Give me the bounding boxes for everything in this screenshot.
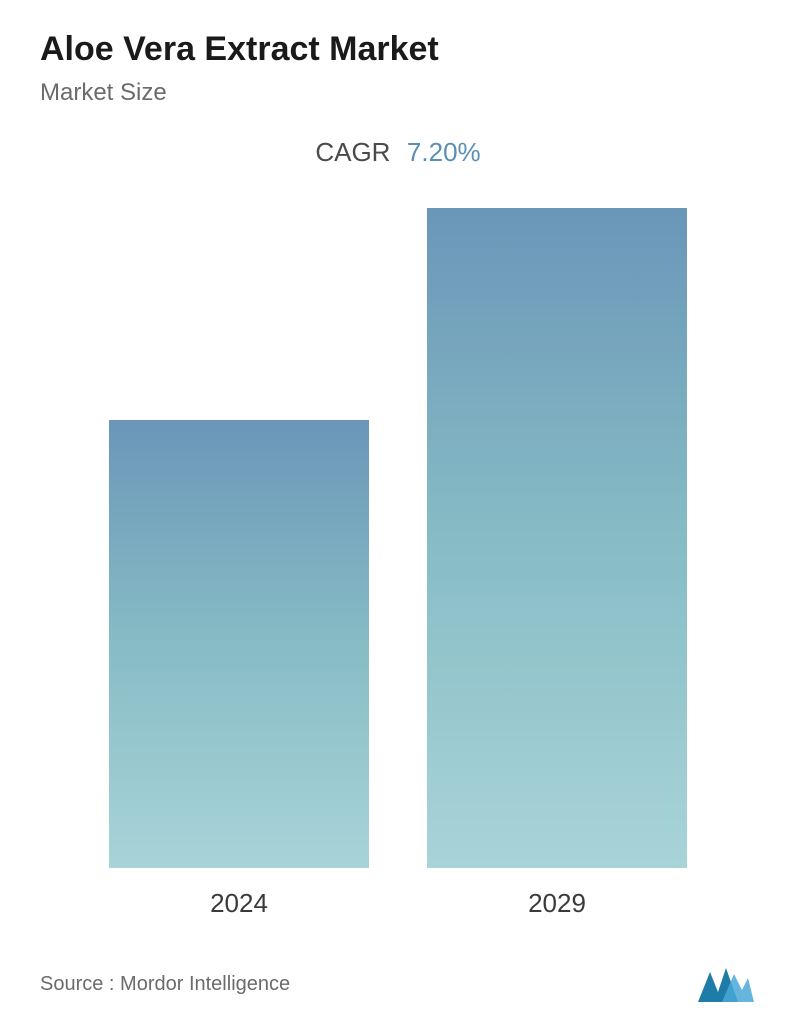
bar-group-2029	[427, 208, 687, 868]
x-label-2024: 2024	[109, 888, 369, 919]
chart-title: Aloe Vera Extract Market	[40, 30, 756, 69]
x-label-2029: 2029	[427, 888, 687, 919]
source-text: Source : Mordor Intelligence	[40, 973, 290, 996]
chart-subtitle: Market Size	[40, 79, 756, 107]
footer: Source : Mordor Intelligence	[40, 964, 756, 1004]
cagr-value: 7.20%	[407, 137, 481, 168]
bar-chart	[40, 208, 756, 868]
bar-2024	[109, 420, 369, 868]
x-axis-labels: 2024 2029	[40, 888, 756, 919]
mordor-logo-icon	[696, 964, 756, 1004]
bar-group-2024	[109, 420, 369, 868]
bar-2029	[427, 208, 687, 868]
cagr-label: CAGR	[315, 137, 390, 168]
cagr-row: CAGR 7.20%	[40, 137, 756, 168]
